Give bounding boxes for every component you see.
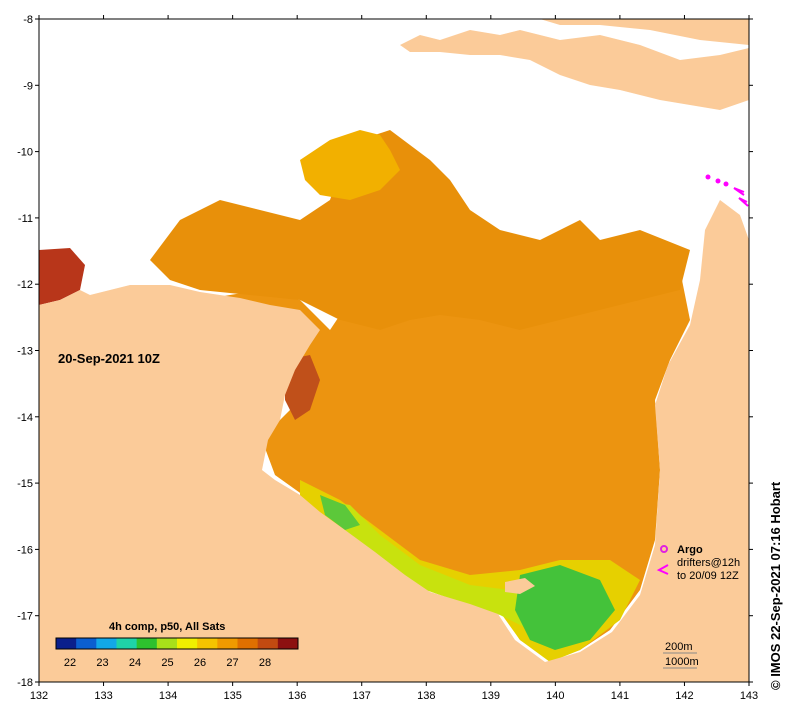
y-axis-ticks: -8 -9 -10 -11 -12 -13 -14 -15 -16 -17 -18: [17, 14, 753, 689]
drifter-legend-icon: [656, 564, 669, 575]
colorbar-label: 22: [64, 657, 76, 669]
drifter-tracks: [705, 174, 749, 207]
colorbar-swatch: [156, 638, 178, 649]
x-tick-label: 140: [546, 690, 564, 702]
y-tick-label: -17: [17, 611, 33, 623]
drifters-label: drifters@12h: [677, 557, 740, 569]
depth-1000-label: 1000m: [665, 656, 699, 668]
colorbar-label: 27: [226, 657, 238, 669]
drifter-dot: [715, 178, 721, 184]
y-tick-label: -16: [17, 544, 33, 556]
x-tick-label: 134: [159, 690, 177, 702]
drifters-to-label: to 20/09 12Z: [677, 570, 739, 582]
x-tick-label: 142: [675, 690, 693, 702]
y-tick-label: -13: [17, 346, 33, 358]
x-tick-label: 138: [417, 690, 435, 702]
x-tick-label: 141: [611, 690, 629, 702]
colorbar-swatch: [136, 638, 158, 649]
colorbar-swatch: [197, 638, 218, 649]
colorbar-title: 4h comp, p50, All Sats: [109, 621, 225, 633]
x-tick-label: 136: [288, 690, 306, 702]
land: [39, 19, 749, 682]
y-tick-label: -8: [23, 14, 33, 26]
colorbar-swatch: [56, 638, 77, 649]
colorbar-swatch: [237, 638, 259, 649]
colorbar-swatches: [56, 638, 299, 649]
land-new-guinea-top: [540, 19, 749, 45]
colorbar-swatch: [76, 638, 97, 649]
drifter-arrow-icon: [738, 197, 749, 207]
credit-label: © IMOS 22-Sep-2021 07:16 Hobart: [768, 481, 783, 690]
colorbar-swatch: [177, 638, 198, 649]
sst-west-hot: [39, 248, 85, 305]
colorbar-label: 25: [161, 657, 173, 669]
colorbar-label: 23: [96, 657, 108, 669]
depth-legend: 200m 1000m: [663, 641, 699, 669]
colorbar-label: 26: [194, 657, 206, 669]
land-mornington: [505, 578, 535, 594]
land-australia: [39, 200, 749, 682]
depth-200-label: 200m: [665, 641, 693, 653]
colorbar-labels: 22 23 24 25 26 27 28: [64, 657, 271, 669]
sst-south-lime: [320, 500, 540, 630]
y-tick-label: -15: [17, 478, 33, 490]
drifter-legend: Argo drifters@12h to 20/09 12Z: [656, 544, 740, 582]
colorbar-label: 24: [129, 657, 141, 669]
y-tick-label: -14: [17, 412, 33, 424]
x-tick-label: 135: [223, 690, 241, 702]
y-tick-label: -12: [17, 279, 33, 291]
x-tick-label: 137: [353, 690, 371, 702]
colorbar-swatch: [96, 638, 117, 649]
sst-field: [39, 130, 690, 662]
y-tick-label: -9: [23, 80, 33, 92]
colorbar-swatch: [257, 638, 279, 649]
x-tick-label: 143: [740, 690, 758, 702]
drifter-arrow-icon: [733, 187, 745, 196]
colorbar-swatch: [277, 638, 299, 649]
sst-south-green: [515, 565, 615, 650]
colorbar-label: 28: [259, 657, 271, 669]
y-tick-label: -18: [17, 677, 33, 689]
date-label: 20-Sep-2021 10Z: [58, 351, 160, 366]
x-tick-label: 133: [94, 690, 112, 702]
argo-label: Argo: [677, 544, 703, 556]
x-axis-ticks: 132 133 134 135 136 137 138 139 140 141 142 143: [30, 15, 758, 702]
colorbar-frame: [55, 637, 299, 650]
sst-arafura-base: [150, 130, 690, 330]
sst-southwest-green: [320, 495, 360, 530]
drifter-dot: [723, 181, 729, 187]
drifter-dot: [705, 174, 711, 180]
argo-icon: [660, 545, 668, 553]
x-tick-label: 132: [30, 690, 48, 702]
colorbar-swatch: [116, 638, 138, 649]
colorbar-swatch: [217, 638, 238, 649]
x-tick-label: 139: [482, 690, 500, 702]
sst-arafura-yellow: [300, 130, 400, 200]
land-new-guinea: [400, 30, 749, 110]
y-tick-label: -10: [17, 147, 33, 159]
colorbar: 4h comp, p50, All Sats 22 23 24 25 26 27 28: [55, 621, 299, 669]
y-tick-label: -11: [18, 213, 33, 225]
